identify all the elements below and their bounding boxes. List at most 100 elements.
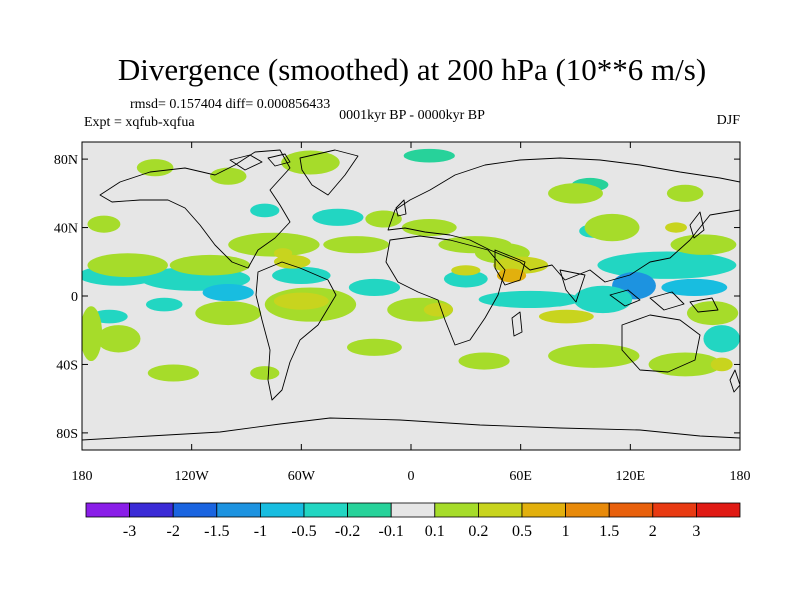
coastline-india [559, 269, 586, 303]
anomaly-region-35 [666, 184, 704, 202]
anomaly-layer [82, 148, 740, 382]
coastline-australia [621, 314, 701, 373]
x-tick-label-4: 60E [509, 469, 532, 484]
anomaly-region-42 [458, 352, 510, 370]
y-tick-label-0: 80N [54, 153, 78, 168]
coastline-eurasia [387, 157, 740, 283]
anomaly-region-27 [136, 159, 174, 177]
colorbar-swatch-8 [434, 502, 479, 518]
anomaly-region-21 [228, 232, 320, 257]
anomaly-region-40 [686, 301, 739, 326]
x-axis: 180 120W 60W 0 60E 120E 180 [72, 142, 751, 484]
anomaly-region-14 [312, 208, 364, 226]
y-tick-label-2: 0 [71, 290, 78, 305]
anomaly-region-5 [443, 270, 488, 288]
anomaly-region-52 [451, 265, 481, 276]
anomaly-region-6 [478, 290, 581, 308]
anomaly-region-16 [703, 325, 740, 353]
colorbar-swatch-5 [303, 502, 348, 518]
anomaly-region-51 [538, 309, 594, 324]
season-label: DJF [717, 113, 741, 128]
experiment-label: Expt = xqfub-xqfua [84, 115, 195, 130]
anomaly-region-17 [403, 148, 455, 163]
y-tick-label-1: 40N [54, 222, 78, 237]
x-tick-label-3: 0 [408, 469, 415, 484]
colorbar-label-0: -3 [123, 523, 136, 540]
colorbar-swatch-11 [565, 502, 610, 518]
anomaly-region-13 [145, 297, 183, 312]
coastline-new-zealand [729, 369, 740, 393]
period-label: 0001kyr BP - 0000kyr BP [339, 108, 485, 123]
colorbar: -3 -2 -1.5 -1 -0.5 -0.2 -0.1 0.1 0.2 0.5 1 1.5 2 3 [85, 502, 741, 540]
anomaly-region-3 [272, 266, 331, 285]
colorbar-label-3: -1 [254, 523, 267, 540]
colorbar-swatch-3 [216, 502, 261, 518]
colorbar-label-2: -1.5 [204, 523, 229, 540]
anomaly-region-29 [209, 167, 247, 185]
colorbar-label-4: -0.5 [291, 523, 316, 540]
colorbar-swatch-0 [85, 502, 130, 518]
colorbar-label-11: 1.5 [599, 523, 619, 540]
anomaly-region-15 [250, 203, 280, 218]
coastline-south-america [255, 261, 337, 401]
colorbar-swatch-1 [129, 502, 174, 518]
x-tick-label-6: 180 [730, 469, 751, 484]
anomaly-region-10 [573, 285, 633, 314]
coastline-greenland [299, 149, 359, 196]
anomaly-region-26 [82, 306, 103, 362]
anomaly-region-23 [195, 301, 262, 326]
colorbar-label-8: 0.2 [468, 523, 488, 540]
anomaly-region-46 [347, 338, 402, 356]
coastline-maritime-continent [609, 289, 719, 313]
colorbar-swatch-9 [477, 502, 523, 518]
colorbar-swatch-7 [390, 502, 436, 518]
anomaly-region-34 [548, 183, 603, 204]
coastline-africa [385, 235, 506, 346]
anomaly-region-53 [496, 268, 527, 283]
anomaly-region-7 [597, 251, 737, 279]
colorbar-label-6: -0.1 [379, 523, 404, 540]
colorbar-swatch-14 [696, 502, 741, 518]
coastline-antarctica [82, 417, 740, 441]
anomaly-region-20 [169, 254, 251, 276]
colorbar-swatch-10 [521, 502, 566, 518]
y-tick-label-3: 40S [56, 358, 78, 373]
coastlines [82, 149, 740, 441]
anomaly-region-44 [147, 364, 199, 382]
x-tick-label-0: 180 [72, 469, 93, 484]
x-tick-label-1: 120W [175, 469, 210, 484]
anomaly-region-36 [584, 213, 640, 242]
anomaly-region-39 [670, 234, 737, 255]
coastline-japan [689, 211, 705, 239]
colorbar-label-7: 0.1 [425, 523, 445, 540]
coastline-uk [395, 199, 407, 217]
anomaly-region-30 [365, 210, 402, 228]
anomaly-region-41 [548, 343, 640, 368]
anomaly-region-2 [202, 284, 254, 302]
anomaly-region-48 [273, 292, 329, 310]
colorbar-label-1: -2 [167, 523, 180, 540]
anomaly-region-55 [273, 248, 293, 259]
y-tick-label-4: 80S [56, 427, 78, 442]
anomaly-region-54 [665, 222, 687, 233]
anomaly-region-56 [710, 357, 733, 372]
colorbar-label-13: 3 [692, 523, 700, 540]
colorbar-label-12: 2 [649, 523, 657, 540]
colorbar-label-10: 1 [562, 523, 570, 540]
anomaly-region-49 [423, 302, 454, 317]
colorbar-label-5: -0.2 [335, 523, 360, 540]
colorbar-swatch-6 [347, 502, 392, 518]
y-axis: 80N 40N 0 40S 80S [54, 153, 740, 442]
anomaly-region-19 [87, 253, 168, 278]
map-plot-area: 180 120W 60W 0 60E 120E 180 80N 40N 0 40S 80S [54, 141, 751, 484]
coastline-north-america [99, 149, 291, 269]
x-tick-label-5: 120E [616, 469, 646, 484]
anomaly-region-32 [401, 219, 457, 237]
coastline-arctic-islands [229, 153, 291, 171]
rmsd-diff-stats: rmsd= 0.157404 diff= 0.000856433 [130, 97, 330, 112]
anomaly-region-45 [250, 366, 280, 380]
colorbar-swatch-4 [259, 502, 305, 518]
anomaly-region-25 [87, 215, 121, 233]
anomaly-region-31 [323, 236, 390, 254]
